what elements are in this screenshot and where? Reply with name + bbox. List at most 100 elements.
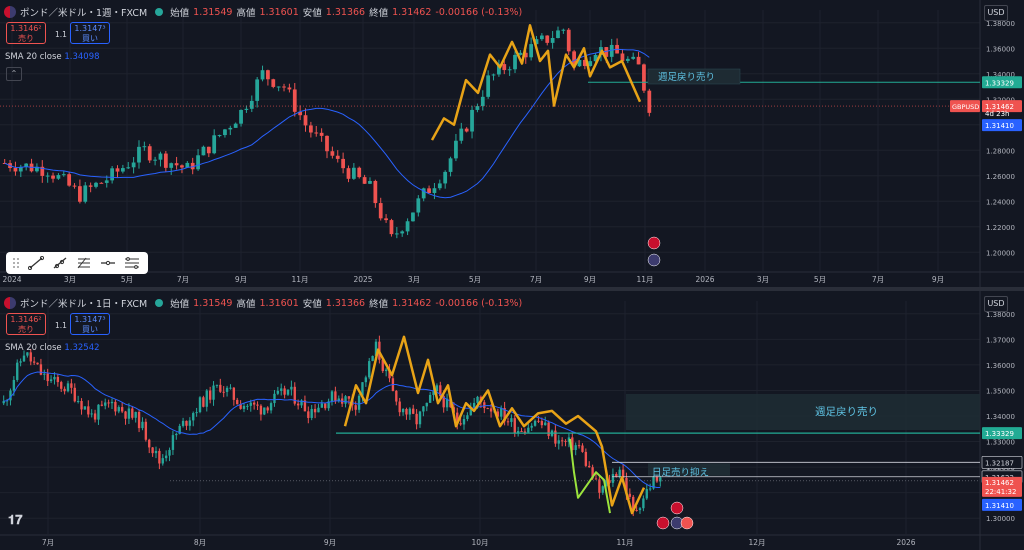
candle-body: [13, 167, 18, 172]
weekly-chart-panel[interactable]: 1.380001.360001.340001.320001.300001.280…: [0, 0, 1024, 287]
candle-body: [357, 167, 362, 178]
candle-body: [53, 376, 56, 380]
candle-body: [131, 408, 134, 418]
candle-body: [151, 447, 154, 454]
candle-body: [513, 418, 516, 433]
candle-body: [625, 58, 630, 61]
candle-body: [598, 479, 601, 493]
x-tick-label: 7月: [42, 538, 54, 547]
horizontal-line-icon[interactable]: [100, 256, 116, 270]
candle-body: [427, 188, 431, 194]
candle-body: [611, 474, 615, 483]
candle-body: [459, 423, 462, 425]
weekly-zone-text: 週足戻り売り: [815, 405, 878, 418]
candle-body: [83, 185, 88, 202]
pane-separator[interactable]: [0, 287, 1024, 291]
parallel-channel-icon[interactable]: [124, 256, 140, 270]
x-tick-label: 2025: [353, 275, 372, 284]
candle-body: [464, 128, 469, 132]
candle-body: [303, 400, 307, 412]
candle-body: [330, 391, 334, 402]
gbp-usd-flag-icon: [4, 6, 16, 18]
candle-body: [584, 451, 588, 466]
upper-level-label-bg: [981, 456, 1023, 469]
collapse-legend-button[interactable]: ⌃: [6, 67, 22, 81]
buy-button[interactable]: 1.3147³ 買い: [70, 313, 110, 335]
high-label: 高値: [236, 8, 256, 19]
currency-button[interactable]: USD: [984, 5, 1008, 21]
ray-icon[interactable]: [52, 256, 68, 270]
open-value: 1.31549: [193, 6, 233, 18]
fib-icon[interactable]: [76, 256, 92, 270]
x-tick-label: 7月: [177, 275, 189, 284]
x-tick-label: 2026: [695, 275, 714, 284]
candle-body: [620, 53, 625, 61]
candle-body: [636, 56, 641, 65]
sell-button[interactable]: 1.3146² 売り: [6, 313, 46, 335]
sma-line: [3, 371, 661, 488]
daily-chart-svg[interactable]: 1.38000 1.37000 1.36000 1.35000 1.34000 1.330…: [0, 291, 1024, 550]
daily-chart-panel[interactable]: 1.38000 1.37000 1.36000 1.35000 1.34000 1.330…: [0, 291, 1024, 550]
x-tick-label: 10月: [471, 538, 488, 547]
candle-body: [571, 437, 574, 451]
last-price-label: 1.31462: [985, 103, 1014, 111]
candle-body: [314, 132, 319, 134]
candle-body: [604, 480, 608, 487]
currency-button[interactable]: USD: [984, 296, 1008, 312]
candle-body: [394, 233, 399, 235]
candle-body: [60, 382, 63, 389]
countdown-label: 22:41:32: [985, 488, 1016, 496]
y-tick-label: 1.36000: [986, 362, 1015, 370]
y-tick-label: 1.38000: [986, 20, 1015, 28]
symbol-title[interactable]: ポンド／米ドル・1週・FXCM: [20, 8, 148, 19]
candle-body: [273, 393, 276, 404]
sell-button[interactable]: 1.3146² 売り: [6, 22, 46, 44]
y-tick-label: 1.28000: [986, 147, 1015, 155]
sma-legend[interactable]: SMA 20 close 1.32542: [5, 343, 100, 353]
candle-body: [324, 403, 327, 409]
candle-body: [292, 89, 297, 112]
candle-body: [259, 405, 263, 415]
candle-body: [192, 413, 195, 421]
candle-body: [158, 153, 163, 160]
candle-body: [574, 445, 577, 451]
candle-body: [648, 488, 652, 490]
last-price-bg: [982, 476, 1022, 497]
candle-body: [513, 54, 517, 70]
y-tick-label: 1.30000: [986, 515, 1015, 523]
tradingview-logo-icon[interactable]: 𝟏𝟕: [8, 513, 23, 528]
buy-button[interactable]: 1.3147³ 買い: [70, 22, 110, 44]
candle-body: [181, 420, 185, 426]
candle-body: [196, 155, 200, 170]
candle-body: [625, 477, 628, 494]
candle-body: [496, 411, 500, 417]
market-open-icon: [155, 299, 164, 307]
buy-label: 買い: [82, 325, 98, 334]
candle-body: [286, 389, 290, 395]
candle-body: [185, 162, 190, 168]
sma-legend[interactable]: SMA 20 close 1.34098: [5, 52, 100, 62]
candle-body: [357, 395, 361, 410]
drag-handle-icon[interactable]: [12, 256, 20, 270]
spread-value: 1.1: [55, 30, 67, 39]
trend-line-icon[interactable]: [28, 256, 44, 270]
candle-body: [276, 390, 280, 394]
candle-body: [233, 123, 238, 128]
weekly-chart-svg[interactable]: 1.380001.360001.340001.320001.300001.280…: [0, 0, 1024, 287]
candle-body: [642, 498, 645, 509]
candle-body: [2, 401, 5, 404]
candle-body: [266, 407, 269, 411]
candle-body: [232, 387, 236, 400]
candle-body: [309, 125, 313, 133]
candle-body: [223, 129, 227, 136]
gbp-usd-flag-icon: [4, 297, 16, 309]
candle-body: [310, 408, 313, 418]
candle-body: [523, 52, 528, 58]
candle-body: [618, 469, 621, 477]
symbol-tag-bg: [950, 100, 980, 113]
candle-body: [16, 362, 19, 380]
symbol-title[interactable]: ポンド／米ドル・1日・FXCM: [20, 299, 148, 310]
candle-body: [615, 474, 618, 477]
low-value: 1.31366: [325, 6, 366, 18]
candle-body: [351, 167, 356, 179]
